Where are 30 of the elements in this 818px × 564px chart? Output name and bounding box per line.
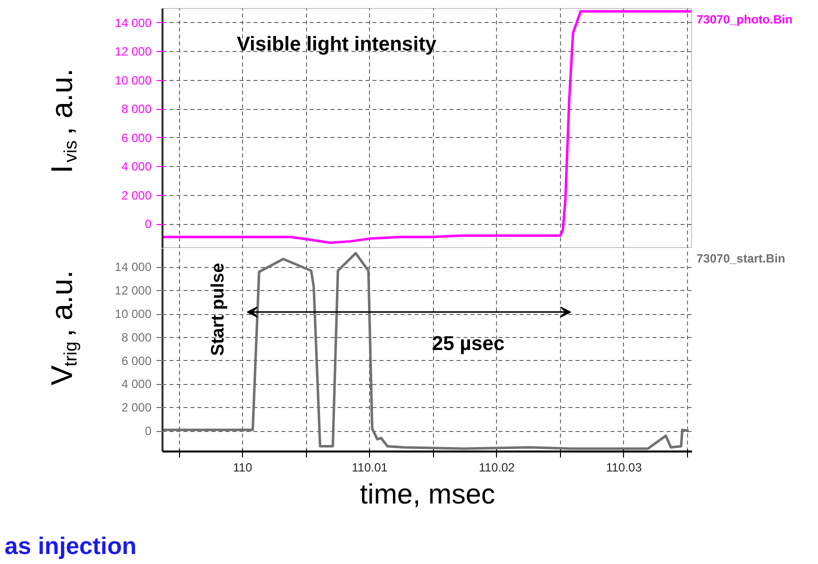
y-axis-title: Ivis, a.u. [46,68,80,174]
x-tick-label: 110.02 [478,460,515,474]
y-tick-label: 6 000 [121,130,152,145]
y-tick-label: 12 000 [114,284,152,298]
text: as injection [4,533,137,560]
x-tick-label: 110.01 [352,460,388,474]
x-tick-label: 110 [233,460,252,474]
annotation: 25 µsec [432,332,505,355]
y-tick-label: 0 [144,217,152,232]
y-tick-label: 10 000 [114,307,152,322]
y-tick-label: 10 000 [114,73,152,88]
y-tick-label: 8 000 [121,330,152,344]
y-tick-label: 4 000 [121,377,152,392]
y-tick-label: 8 000 [121,102,152,116]
series-label: 73070_photo.Bin [696,12,793,26]
y-axis-title: Vtrig, a.u. [46,270,80,386]
x-tick-label: 110.03 [606,460,642,474]
x-axis-title: time, msec [360,478,496,510]
y-tick-label: 4 000 [121,160,152,174]
y-tick-label: 12 000 [114,44,152,59]
text: 73070_start.Bin [696,252,786,266]
y-tick-label: 14 000 [114,260,152,274]
y-tick-label: 2 000 [121,400,152,415]
annotation: Start pulse [208,262,228,356]
annotation: Visible light intensity [236,34,438,56]
line-series [162,10,692,244]
y-tick-label: 6 000 [121,354,152,368]
y-tick-label: 0 [144,424,152,438]
y-tick-label: 14 000 [114,16,152,30]
y-tick-label: 2 000 [121,188,152,202]
